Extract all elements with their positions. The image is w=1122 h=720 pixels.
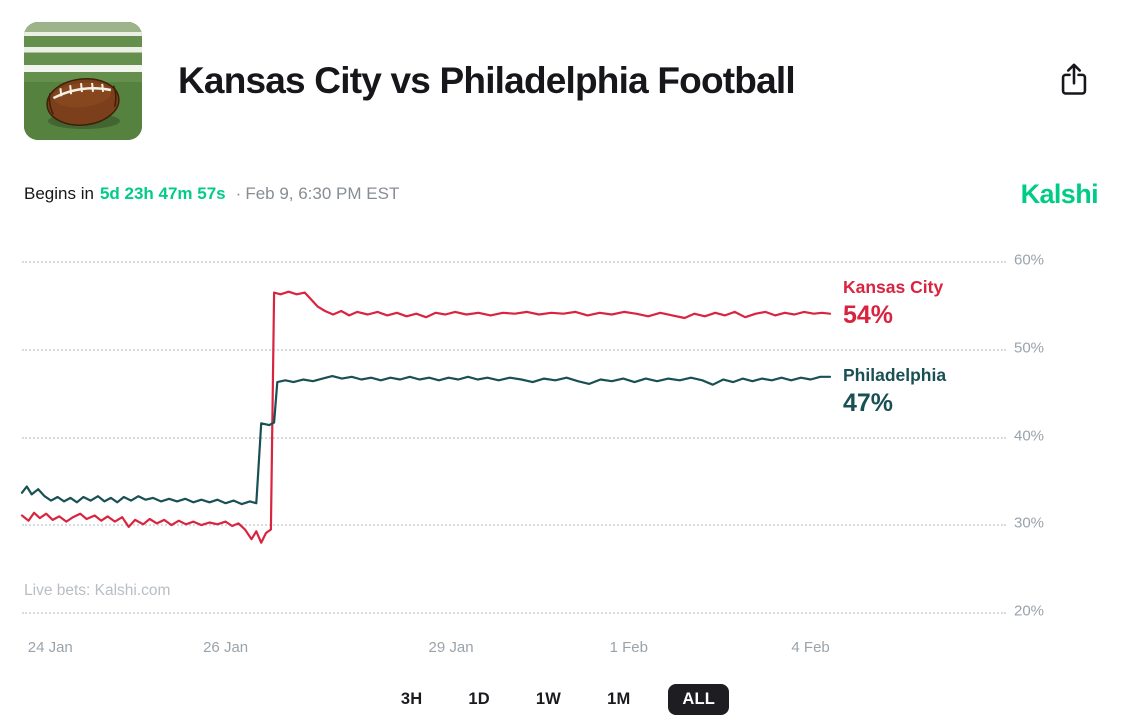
page-title: Kansas City vs Philadelphia Football (178, 59, 796, 101)
meta-separator: · (235, 184, 242, 203)
range-selector: 3H 1D 1W 1M ALL (0, 680, 1122, 718)
y-axis-label: 60% (1014, 251, 1045, 269)
share-icon (1061, 63, 1087, 95)
range-button-1w[interactable]: 1W (528, 684, 569, 715)
range-button-1m[interactable]: 1M (599, 684, 638, 715)
range-button-3h[interactable]: 3H (393, 684, 431, 715)
x-axis-label: 4 Feb (791, 639, 830, 656)
gridline (22, 436, 1006, 439)
gridline (22, 261, 1006, 263)
event-start-time: Feb 9, 6:30 PM EST (245, 184, 400, 203)
y-axis-label: 20% (1014, 602, 1045, 620)
football-field-photo (24, 22, 142, 140)
chart-watermark: Live bets: Kalshi.com (24, 582, 171, 599)
series-label-kansas-city: Kansas City 54% (843, 277, 943, 331)
series-label-philadelphia: Philadelphia 47% (843, 365, 946, 419)
series-name: Kansas City (843, 276, 944, 297)
share-button[interactable] (1054, 58, 1094, 105)
series-current-value: 47% (843, 388, 894, 417)
gridline (22, 612, 1006, 614)
countdown-timer: 5d 23h 47m 57s (99, 184, 226, 203)
chart-lines (20, 290, 832, 544)
begins-in-label: Begins in (24, 184, 94, 203)
event-thumbnail (24, 22, 142, 140)
y-axis-label: 50% (1014, 339, 1045, 357)
series-name: Philadelphia (843, 364, 947, 385)
x-axis-label: 24 Jan (27, 639, 73, 656)
event-header: Kansas City vs Philadelphia Football (24, 18, 1098, 144)
price-chart[interactable]: Live bets: Kalshi.com 60% 50% 40% 30% 20% 24 … (0, 245, 1122, 675)
gridline (22, 348, 1006, 351)
range-button-1d[interactable]: 1D (460, 684, 498, 715)
series-line-kansas-city (20, 290, 832, 544)
gridline (22, 524, 1006, 527)
series-line-philadelphia (20, 374, 832, 506)
y-axis-label: 40% (1014, 427, 1045, 445)
x-axis-label: 29 Jan (428, 639, 474, 656)
kalshi-logo: Kalshi (1020, 178, 1099, 209)
event-meta-row: Begins in 5d 23h 47m 57s · Feb 9, 6:30 P… (24, 178, 1099, 210)
series-current-value: 54% (843, 300, 894, 329)
x-axis-label: 1 Feb (609, 639, 648, 656)
x-axis-label: 26 Jan (203, 639, 249, 656)
range-button-all[interactable]: ALL (668, 683, 730, 715)
y-axis-label: 30% (1014, 514, 1045, 532)
